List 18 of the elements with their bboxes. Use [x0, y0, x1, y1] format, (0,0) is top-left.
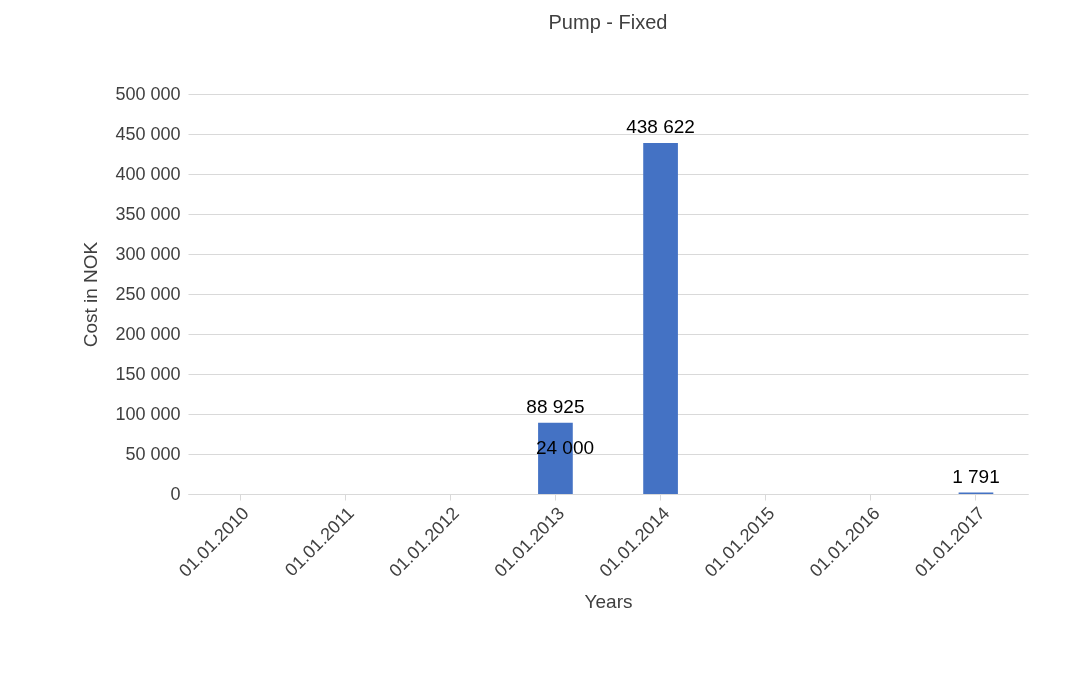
x-axis-title: Years: [584, 590, 633, 612]
y-tick-label: 300 000: [115, 243, 181, 264]
y-tick-label: 450 000: [115, 123, 181, 144]
data-label: 88 925: [526, 395, 585, 417]
y-tick-label: 350 000: [115, 203, 181, 224]
y-tick-label: 150 000: [115, 363, 181, 384]
y-tick-label: 250 000: [115, 283, 181, 304]
y-tick-label: 200 000: [115, 323, 181, 344]
y-axis-title: Cost in NOK: [80, 241, 102, 348]
y-tick-label: 50 000: [125, 443, 181, 464]
data-label: 1 791: [952, 465, 1000, 487]
y-tick-label: 400 000: [115, 163, 181, 184]
y-tick-label: 100 000: [115, 403, 181, 424]
y-tick-label: 0: [170, 483, 181, 504]
data-label: 438 622: [626, 116, 695, 138]
y-tick-label: 500 000: [115, 83, 181, 104]
bar: [643, 143, 678, 494]
chart-title: Pump - Fixed: [548, 11, 668, 33]
